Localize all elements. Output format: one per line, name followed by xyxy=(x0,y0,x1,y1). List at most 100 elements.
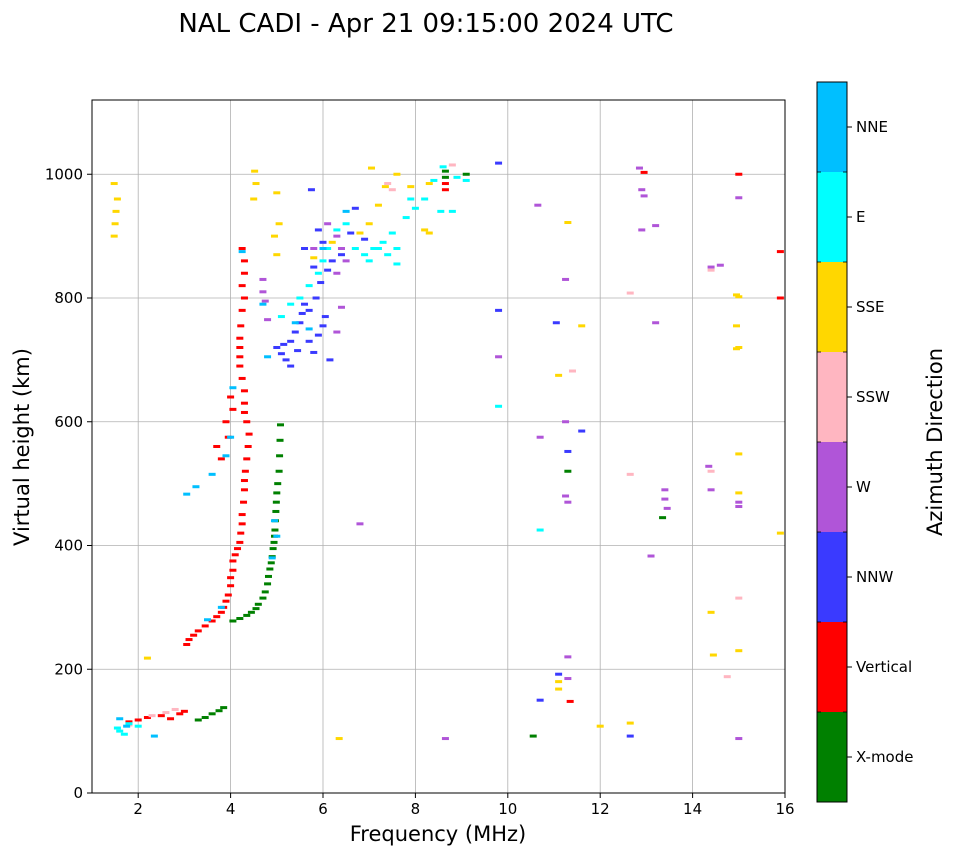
data-point-x-mode xyxy=(220,706,228,710)
data-point-x-mode xyxy=(441,169,449,173)
data-point-x-mode xyxy=(243,613,251,617)
grid-lines xyxy=(92,100,786,794)
data-point-w xyxy=(534,203,542,207)
data-point-vertical xyxy=(238,284,246,288)
data-point-nnw xyxy=(310,350,318,354)
data-point-nne xyxy=(123,724,131,728)
data-point-sse xyxy=(735,295,743,299)
data-point-vertical xyxy=(224,593,232,597)
data-point-sse xyxy=(250,197,258,201)
colorbar-tick-label: SSE xyxy=(856,298,885,316)
data-point-e xyxy=(374,247,382,250)
data-point-vertical xyxy=(229,568,237,572)
plot-frame xyxy=(91,99,786,794)
data-point-e xyxy=(351,247,359,250)
data-point-nne xyxy=(204,618,211,622)
data-point-w xyxy=(716,263,724,267)
data-point-x-mode xyxy=(271,528,279,532)
data-point-vertical xyxy=(237,324,245,328)
data-point-e xyxy=(296,296,304,300)
data-points xyxy=(110,161,784,741)
data-point-w xyxy=(735,500,743,504)
data-point-vertical xyxy=(157,714,165,718)
data-point-e xyxy=(314,271,322,275)
colorbar-tick-label: SSW xyxy=(856,388,890,406)
data-point-w xyxy=(261,299,269,303)
data-point-vertical xyxy=(234,547,242,551)
data-point-ssw xyxy=(626,291,634,295)
data-point-sse xyxy=(273,191,281,195)
colorbar-tick-label: NNW xyxy=(856,568,893,586)
data-point-x-mode xyxy=(261,590,269,594)
data-point-nnw xyxy=(495,308,503,312)
data-point-sse xyxy=(252,182,260,186)
data-point-sse xyxy=(328,240,336,244)
data-point-sse xyxy=(776,531,784,535)
data-point-vertical xyxy=(213,445,221,448)
data-point-vertical xyxy=(229,407,237,411)
data-point-x-mode xyxy=(269,547,277,551)
data-point-sse xyxy=(251,169,259,173)
data-point-nnw xyxy=(307,188,315,192)
data-point-vertical xyxy=(244,445,252,448)
data-point-e xyxy=(430,178,438,182)
data-point-vertical xyxy=(143,716,151,720)
data-point-x-mode xyxy=(229,619,237,623)
data-point-e xyxy=(379,240,387,244)
data-point-e xyxy=(437,209,445,213)
data-point-e xyxy=(388,231,396,235)
data-point-e xyxy=(287,302,295,306)
data-point-sse xyxy=(374,203,382,207)
data-point-e xyxy=(453,175,461,179)
data-point-nne xyxy=(227,435,235,439)
data-point-sse xyxy=(381,185,389,189)
data-point-vertical xyxy=(176,712,184,716)
data-point-x-mode xyxy=(254,602,262,606)
data-point-x-mode xyxy=(194,718,202,722)
data-point-ssw xyxy=(171,707,179,711)
data-point-sse xyxy=(555,373,563,377)
colorbar-tick-label: X-mode xyxy=(856,748,913,766)
data-point-vertical xyxy=(231,553,239,557)
data-point-vertical xyxy=(640,170,648,174)
data-point-vertical xyxy=(222,599,230,603)
data-point-nnw xyxy=(273,346,281,349)
colorbar-segment xyxy=(817,532,847,622)
data-point-e xyxy=(407,197,415,201)
data-point-e xyxy=(411,206,419,210)
data-point-w xyxy=(638,228,646,232)
data-point-w xyxy=(652,321,660,325)
data-point-w xyxy=(310,247,318,250)
data-point-sse xyxy=(365,222,373,226)
data-point-ssw xyxy=(388,188,396,192)
y-tick-label: 1000 xyxy=(45,165,83,183)
data-point-nnw xyxy=(291,330,299,334)
data-point-nne xyxy=(342,209,350,213)
data-point-w xyxy=(562,494,570,498)
x-tick-label: 4 xyxy=(226,800,236,818)
y-axis-ticks: 0 200 400 600 800 1000 xyxy=(45,165,92,802)
data-point-sse xyxy=(626,721,634,725)
data-point-vertical xyxy=(217,610,225,614)
data-point-vertical xyxy=(240,500,248,504)
data-point-vertical xyxy=(180,709,188,713)
data-point-vertical xyxy=(208,619,216,623)
data-point-sse xyxy=(732,347,740,351)
data-point-nne xyxy=(259,302,267,306)
data-point-vertical xyxy=(201,624,209,628)
data-point-nnw xyxy=(314,228,322,232)
data-point-e xyxy=(113,726,121,730)
data-point-nnw xyxy=(555,672,563,676)
data-point-w xyxy=(259,290,267,294)
data-point-x-mode xyxy=(270,540,278,544)
data-point-w xyxy=(640,194,648,198)
data-point-nnw xyxy=(536,698,544,702)
colorbar-segment xyxy=(817,262,847,352)
data-point-vertical xyxy=(240,271,248,275)
data-point-w xyxy=(333,271,341,275)
data-point-x-mode xyxy=(659,516,667,520)
data-point-nne xyxy=(268,556,276,560)
data-point-w xyxy=(259,277,267,281)
data-point-e xyxy=(365,259,373,263)
